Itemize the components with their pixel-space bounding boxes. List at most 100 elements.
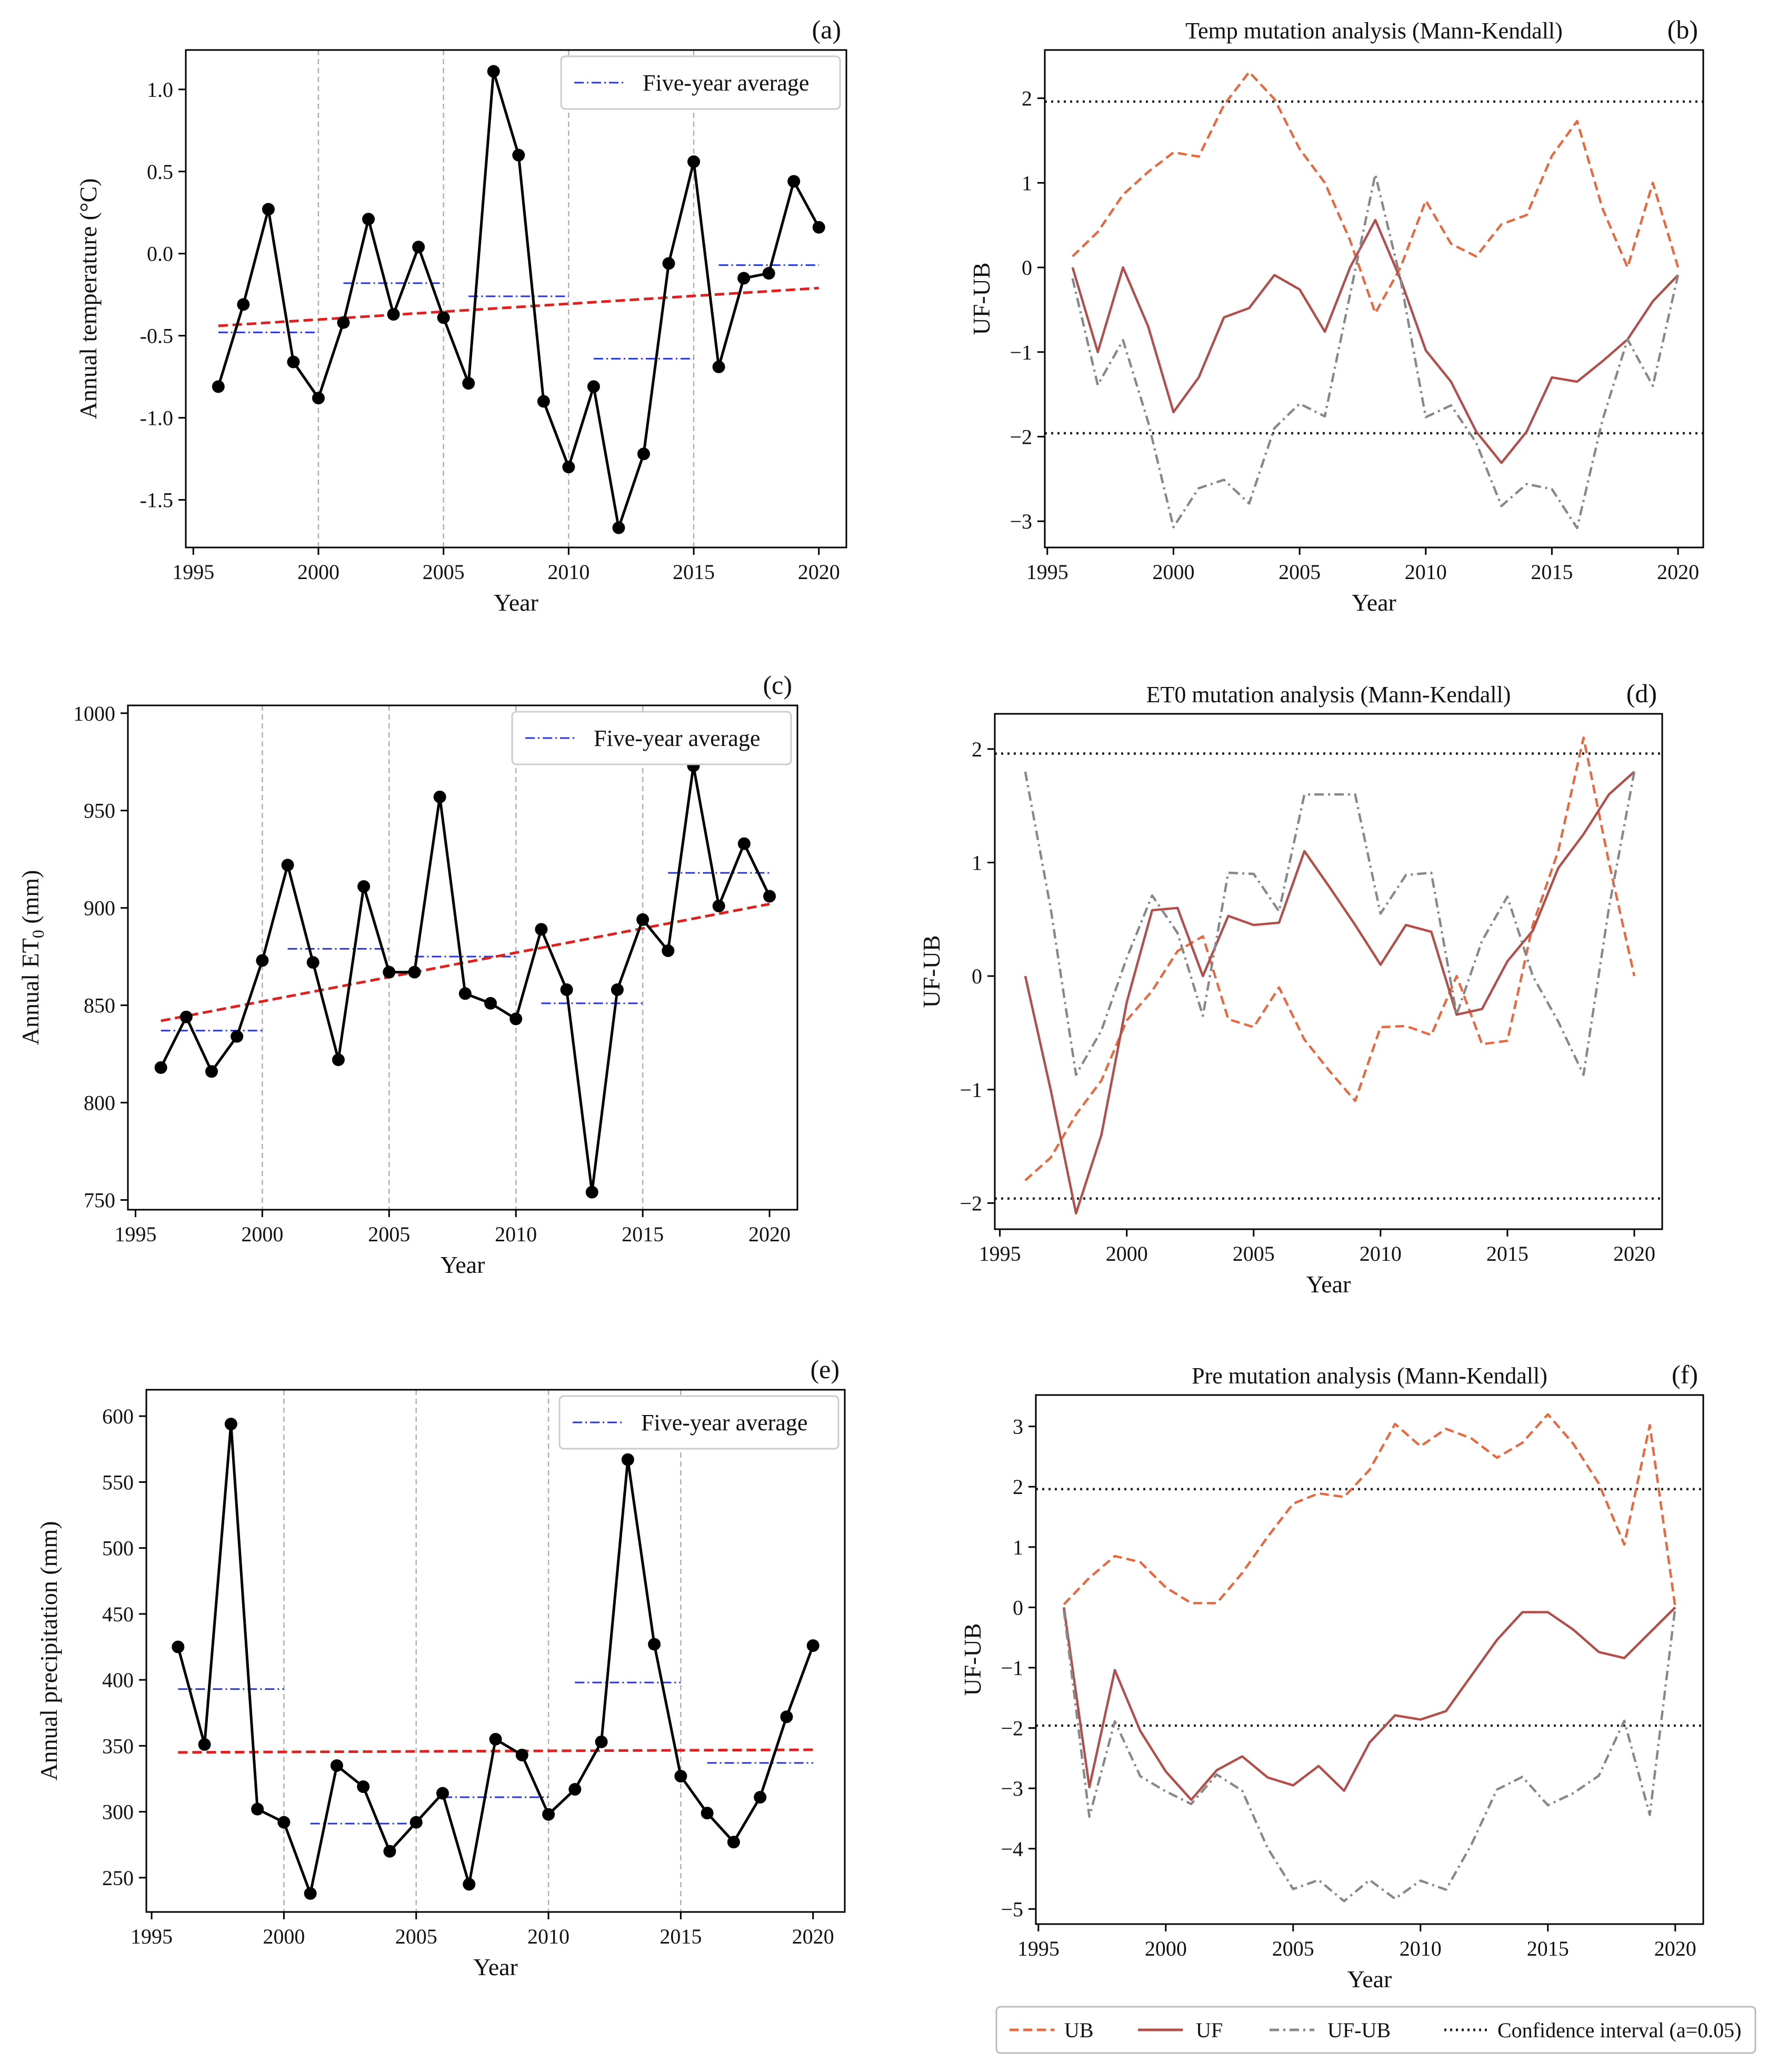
panel-c: 1995 2000 2005 2010 2015 2020 750 800 850 900 950 1… <box>17 670 798 1278</box>
y-tick-label-0: −2 <box>960 1191 982 1215</box>
panel-label: (e) <box>811 1354 840 1384</box>
data-point-2012 <box>612 521 625 534</box>
x-tick-label-2020: 2020 <box>798 560 840 584</box>
x-axis-label: Year <box>1352 589 1396 616</box>
panel-f: 1995 2000 2005 2010 2015 2020 −5 −4 −3 −2 −1 0 1 2 3 Ye… <box>959 1360 1704 1993</box>
y-tick-label-5: 2 <box>1022 87 1032 111</box>
data-point-2010 <box>562 461 575 474</box>
plot-marks-a <box>212 65 825 534</box>
y-tick-label-4: 950 <box>84 799 115 823</box>
data-point-2000 <box>256 954 269 967</box>
data-point-2017 <box>727 1836 740 1849</box>
data-point-2001 <box>304 1887 317 1900</box>
x-tick-label-1995: 1995 <box>114 1222 156 1246</box>
chart-title: Pre mutation analysis (Mann-Kendall) <box>1192 1363 1547 1389</box>
x-tick-label-1995: 1995 <box>131 1925 173 1948</box>
x-tick-label-2020: 2020 <box>748 1222 791 1246</box>
y-tick-label-0: −5 <box>1001 1897 1023 1921</box>
y-tick-label-3: 900 <box>84 896 115 920</box>
plot-background <box>146 1390 845 1912</box>
legend-label: Five-year average <box>594 725 760 751</box>
data-point-2020 <box>812 221 825 234</box>
y-tick-label-5: 0 <box>1013 1596 1023 1619</box>
x-tick-label-2005: 2005 <box>1278 560 1321 584</box>
data-point-2018 <box>754 1791 767 1804</box>
y-tick-label-1: −2 <box>1010 425 1032 449</box>
series-line-ufub <box>1071 173 1680 530</box>
data-point-2019 <box>737 837 751 850</box>
data-point-2004 <box>383 1845 396 1858</box>
data-point-1999 <box>287 355 300 368</box>
x-tick-label-2010: 2010 <box>547 560 590 584</box>
y-tick-label-0: 750 <box>84 1189 115 1212</box>
series-line-uf <box>1071 218 1679 464</box>
y-tick-label-1: 800 <box>84 1091 115 1115</box>
data-point-2014 <box>662 257 675 270</box>
plot-background <box>1045 50 1703 547</box>
data-point-2015 <box>636 913 650 926</box>
panel-label: (a) <box>812 15 842 44</box>
y-tick-label-2: 850 <box>84 994 115 1018</box>
x-axis-label: Year <box>473 1954 518 1980</box>
data-point-2013 <box>637 447 650 461</box>
data-point-2003 <box>332 1053 345 1067</box>
y-tick-label-3: 0 <box>1022 256 1032 280</box>
panel-label: (b) <box>1667 15 1698 44</box>
x-tick-label-2015: 2015 <box>622 1222 664 1246</box>
data-point-2003 <box>357 1780 370 1794</box>
plot-background <box>128 705 797 1210</box>
x-tick-label-2010: 2010 <box>495 1222 537 1246</box>
y-tick-label-3: −2 <box>1001 1717 1023 1740</box>
x-axis-label: Year <box>1306 1271 1351 1298</box>
y-tick-label-2: 350 <box>102 1734 134 1758</box>
y-tick-label-8: 3 <box>1013 1415 1023 1439</box>
y-tick-label-1: -1.0 <box>140 406 173 430</box>
data-point-2011 <box>568 1783 582 1796</box>
data-point-1999 <box>231 1030 244 1043</box>
series-line-ub <box>1024 736 1636 1181</box>
data-point-2016 <box>662 944 675 958</box>
y-tick-label-1: −1 <box>960 1078 982 1102</box>
panel-a: 1995 2000 2005 2010 2015 2020 -1.5 -1.0 -0.5 0.0 0… <box>75 15 847 616</box>
y-tick-label-7: 2 <box>1013 1475 1023 1499</box>
x-tick-label-2015: 2015 <box>1531 560 1573 584</box>
data-point-2008 <box>512 148 525 162</box>
data-point-2007 <box>433 790 446 803</box>
plot-marks-b <box>1071 71 1680 530</box>
data-point-1996 <box>172 1640 185 1653</box>
y-axis-label: UF-UB <box>918 935 945 1008</box>
legend-ufub-label: UF-UB <box>1327 2018 1391 2042</box>
data-point-2003 <box>387 308 400 321</box>
x-tick-label-2005: 2005 <box>395 1925 437 1948</box>
panel-d: 1995 2000 2005 2010 2015 2020 −2 −1 0 1 2 Year UF-UB… <box>918 679 1663 1298</box>
x-tick-label-2000: 2000 <box>297 560 339 584</box>
data-point-2020 <box>806 1639 820 1652</box>
axes-frame <box>127 704 798 1211</box>
y-tick-label-4: 0.5 <box>147 160 173 184</box>
data-point-2002 <box>362 213 375 226</box>
y-axis-label: Annual temperature (°C) <box>75 178 102 420</box>
x-tick-label-2015: 2015 <box>673 560 715 584</box>
y-tick-label-2: −3 <box>1001 1777 1023 1800</box>
y-tick-label-0: -1.5 <box>140 489 173 512</box>
data-point-2009 <box>515 1748 528 1761</box>
x-tick-label-2010: 2010 <box>1400 1937 1442 1960</box>
y-tick-label-5: 1000 <box>73 702 115 725</box>
y-tick-label-7: 600 <box>102 1404 134 1428</box>
plot-background <box>186 50 846 547</box>
x-tick-label-2000: 2000 <box>1145 1937 1187 1960</box>
data-point-2000 <box>312 392 325 405</box>
data-point-1999 <box>251 1802 264 1816</box>
x-tick-label-2000: 2000 <box>241 1222 283 1246</box>
y-tick-label-6: 550 <box>102 1470 134 1494</box>
x-tick-label-2000: 2000 <box>263 1925 305 1948</box>
data-point-1996 <box>212 380 225 393</box>
y-tick-label-2: 0 <box>972 964 982 988</box>
data-point-2011 <box>587 380 600 393</box>
y-axis-label: UF-UB <box>968 262 995 335</box>
data-point-2004 <box>357 880 371 893</box>
chart-title: ET0 mutation analysis (Mann-Kendall) <box>1146 682 1511 708</box>
y-tick-label-3: 400 <box>102 1668 134 1692</box>
trend-line <box>218 286 819 327</box>
data-point-2005 <box>437 311 450 324</box>
